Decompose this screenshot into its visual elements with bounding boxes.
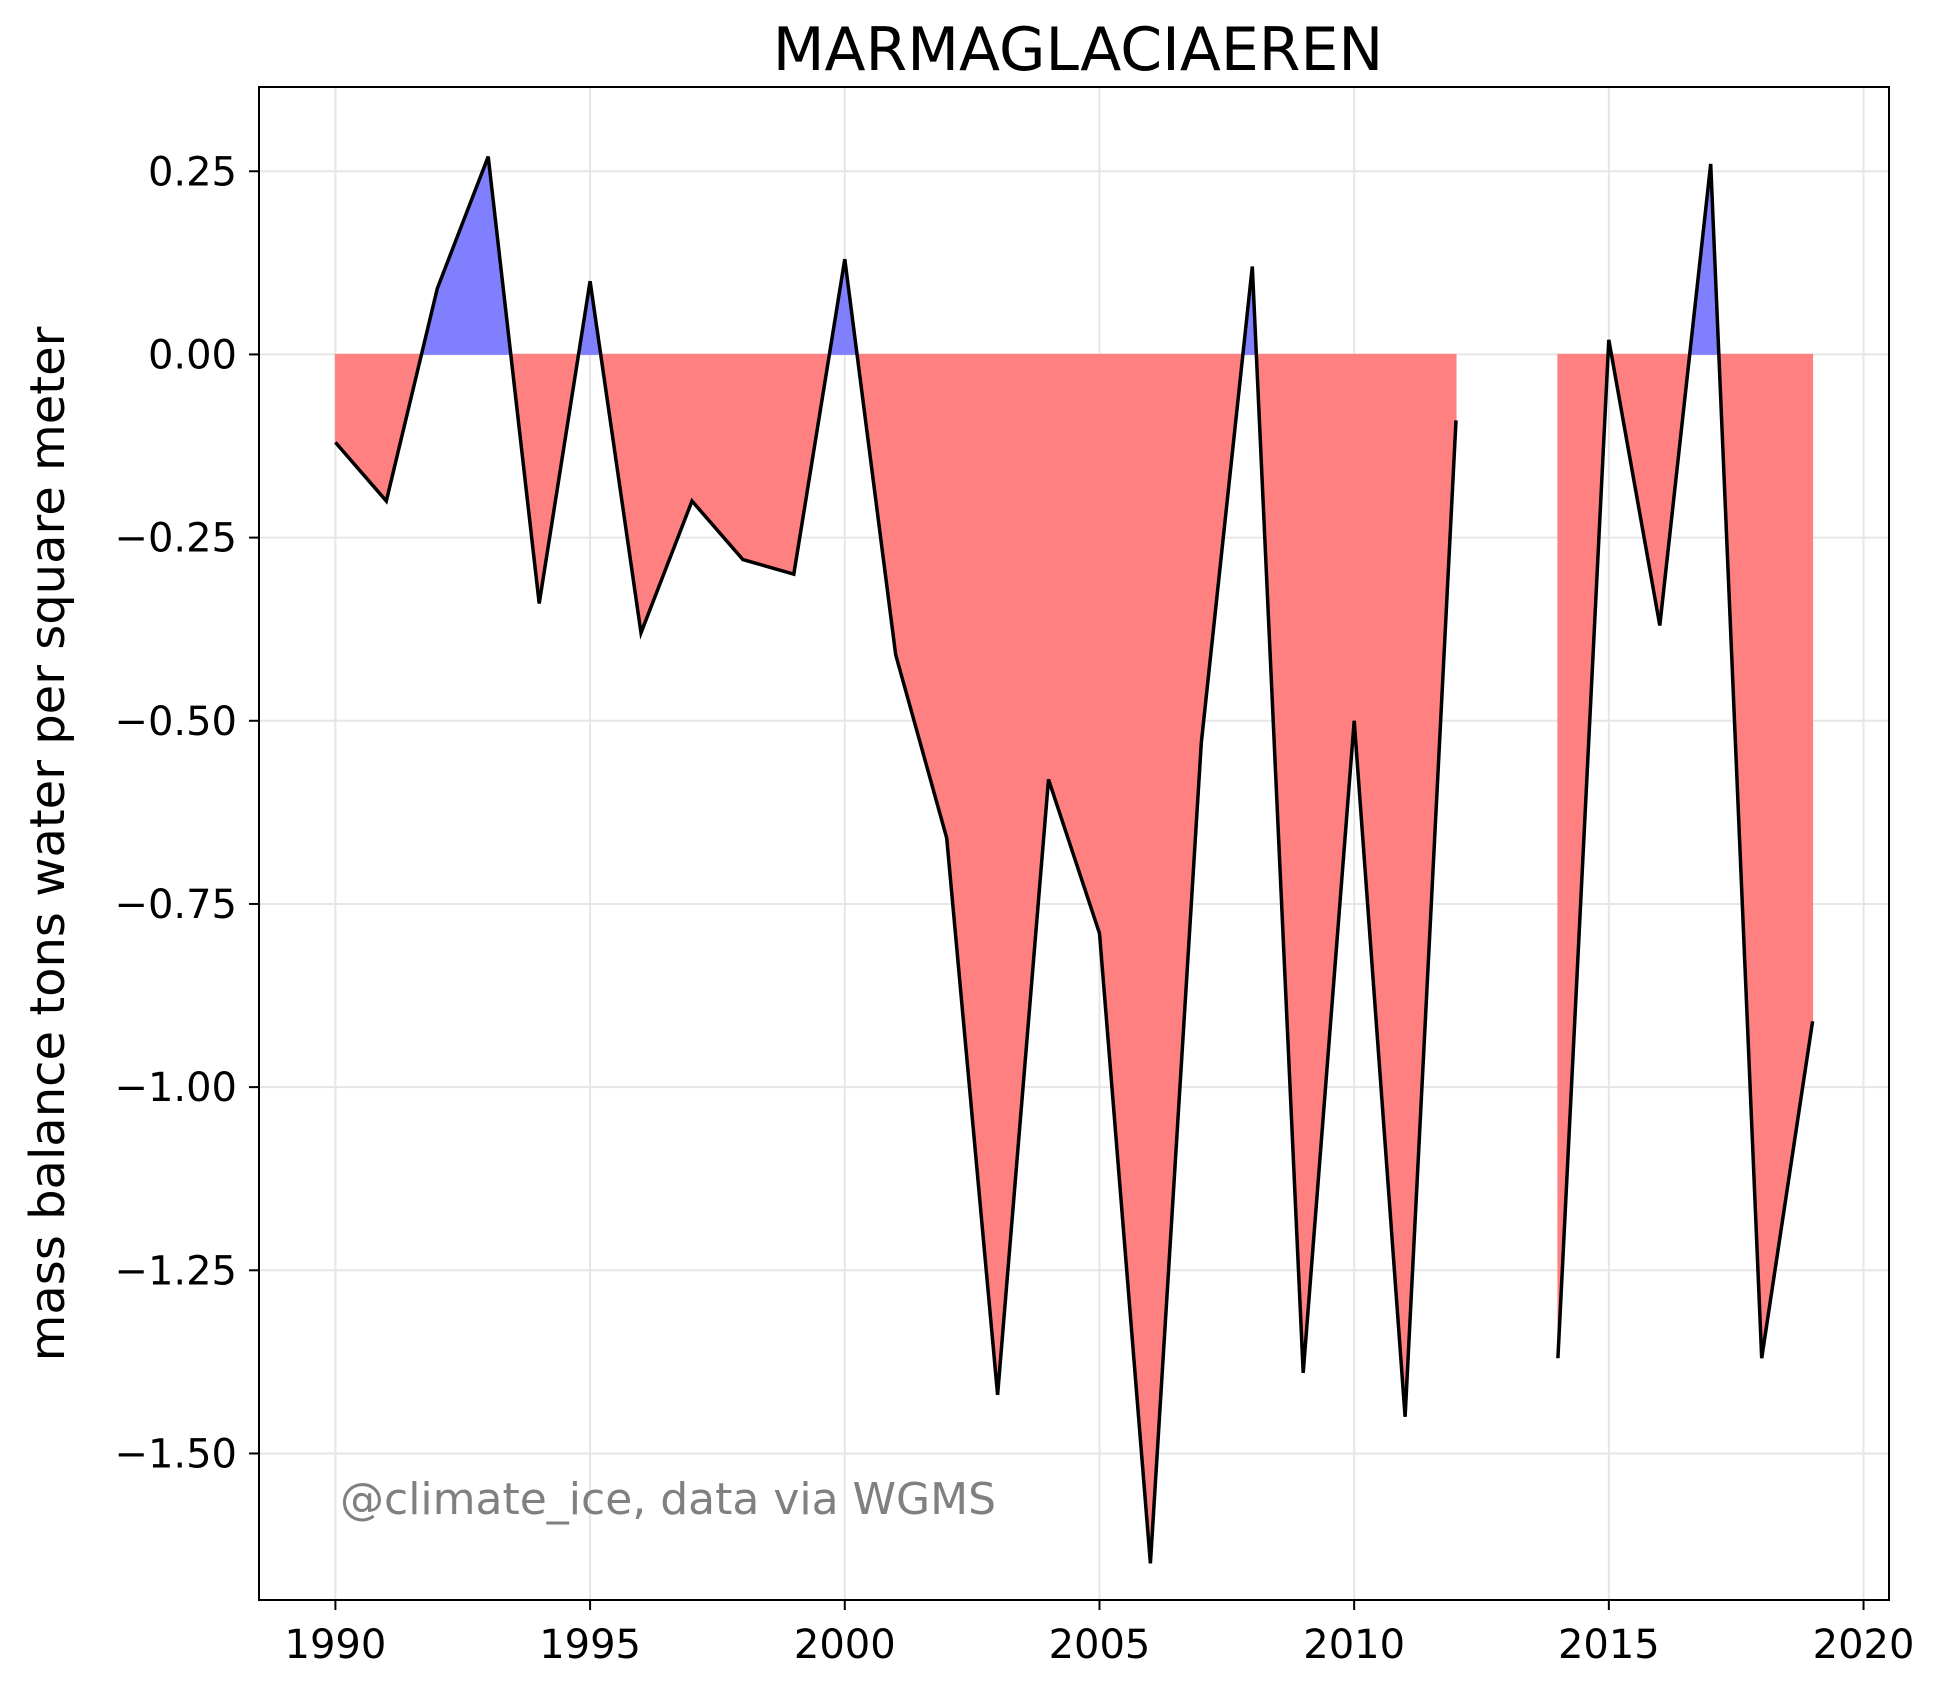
y-axis-label: mass balance tons water per square meter — [20, 326, 76, 1361]
y-tick-label: −1.25 — [114, 1248, 237, 1294]
chart-title: MARMAGLACIAEREN — [773, 15, 1384, 85]
negative-area — [1302, 353, 1355, 1373]
y-tick-label: −1.00 — [114, 1065, 237, 1111]
negative-area — [742, 353, 795, 575]
negative-area — [1048, 353, 1100, 934]
negative-area — [640, 353, 693, 634]
series-line — [1556, 163, 1815, 1359]
y-tick-label: 0.00 — [148, 332, 237, 378]
series-lines — [334, 155, 1815, 1564]
series-line — [334, 155, 1458, 1564]
negative-area — [1149, 353, 1202, 1564]
credit-annotation: @climate_ice, data via WGMS — [340, 1474, 996, 1525]
negative-area — [895, 353, 948, 839]
x-tick-label: 2000 — [794, 1622, 896, 1668]
y-tick-label: −0.75 — [114, 882, 237, 928]
y-tick-label: −1.50 — [114, 1431, 237, 1477]
negative-area — [1761, 353, 1814, 1359]
y-axis-ticks: 0.25 0.00 −0.25 −0.50 −0.75 −1.00 −1.25 −1.50 — [114, 149, 259, 1477]
negative-area — [946, 353, 999, 1395]
negative-area — [1353, 353, 1406, 1417]
positive-area — [436, 156, 489, 355]
y-tick-label: −0.50 — [114, 699, 237, 745]
plot-frame — [258, 86, 1890, 1601]
x-axis-ticks: 1990 1995 2000 2005 2010 2015 2020 — [285, 1600, 1915, 1668]
negative-area — [1098, 353, 1151, 1564]
x-tick-label: 1990 — [285, 1622, 387, 1668]
x-tick-label: 2020 — [1813, 1622, 1915, 1668]
x-tick-label: 2015 — [1558, 1622, 1660, 1668]
x-tick-label: 2010 — [1303, 1622, 1405, 1668]
grid-lines — [259, 87, 1889, 1600]
y-tick-label: −0.25 — [114, 516, 237, 562]
x-tick-label: 2005 — [1049, 1622, 1151, 1668]
y-tick-label: 0.25 — [148, 149, 237, 195]
x-tick-label: 1995 — [539, 1622, 641, 1668]
negative-area — [334, 353, 387, 503]
